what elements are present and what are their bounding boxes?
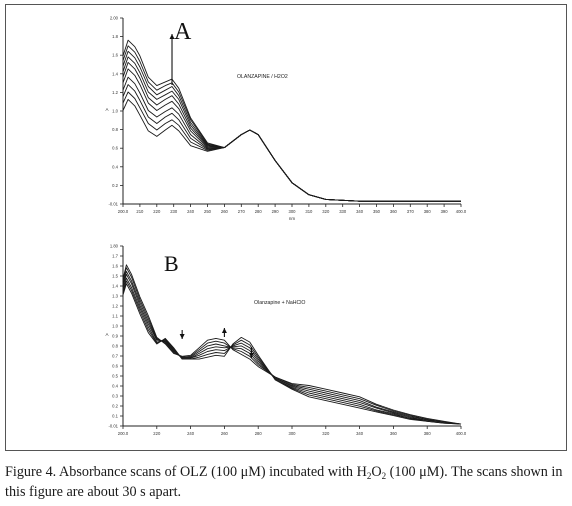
- x-tick-label: 350: [373, 209, 381, 214]
- caption-sub-2: 2: [381, 471, 387, 481]
- x-tick-label: 320: [322, 431, 330, 436]
- annotation-label: Olanzapine + NaHClO: [254, 300, 305, 306]
- x-tick-label: 200.0: [118, 209, 129, 214]
- y-tick-label: 0.2: [112, 404, 118, 409]
- panel-label: A: [174, 19, 192, 45]
- series-line-9: [122, 45, 461, 202]
- arrow-head-down: [248, 353, 254, 358]
- series-line-2: [122, 91, 461, 202]
- series-line-3: [122, 277, 462, 425]
- y-tick-label: 1.6: [112, 264, 118, 269]
- y-axis-label: A: [105, 332, 108, 337]
- y-tick-label: 1.8: [112, 34, 118, 39]
- x-tick-label: 390: [441, 209, 449, 214]
- series-line-5: [122, 270, 462, 425]
- x-tick-label: 230: [170, 209, 178, 214]
- y-tick-label: 0.9: [112, 334, 118, 339]
- x-tick-label: 340: [356, 431, 364, 436]
- series-line-6: [122, 267, 462, 425]
- x-tick-label: 360: [390, 209, 398, 214]
- caption-mid: O: [371, 464, 382, 480]
- chart-a: -0.01 0.2 0.4 0.6 0.8 1.0 1.2 1.4 1.6 1.8 2.00 200.…: [105, 16, 467, 222]
- x-tick-label: 250: [204, 209, 212, 214]
- annotation-label: OLANZAPINE / H2O2: [237, 74, 288, 80]
- y-tick-label: 0.4: [112, 384, 118, 389]
- y-tick-label: 1.1: [112, 314, 118, 319]
- y-tick-label: 1.4: [112, 71, 118, 76]
- y-tick-label: 0.6: [112, 364, 118, 369]
- x-tick-label: 400.0: [456, 431, 467, 436]
- x-tick-label: 400.0: [456, 209, 467, 214]
- y-tick-label: 1.5: [112, 274, 118, 279]
- y-tick-label: 0.7: [112, 354, 118, 359]
- x-axis-label: nm: [289, 216, 296, 221]
- caption-sub-1: 2: [366, 471, 372, 481]
- series-line-4: [122, 273, 462, 425]
- x-tick-label: 260: [221, 431, 229, 436]
- x-tick-label: 370: [407, 209, 415, 214]
- series-line-7: [122, 264, 462, 425]
- arrow-head-up: [169, 34, 175, 39]
- x-tick-label: 360: [390, 431, 398, 436]
- y-tick-label: 1.2: [112, 304, 118, 309]
- panel-label: B: [164, 251, 179, 276]
- x-tick-label: 270: [238, 209, 246, 214]
- y-tick-label: 0.5: [112, 374, 118, 379]
- chart-b: -0.01 0.1 0.2 0.3 0.4 0.5 0.6 0.7 0.8 0.9 1.0 1.1 1.…: [105, 244, 467, 437]
- y-tick-label: 1.80: [110, 244, 119, 249]
- y-tick-label: -0.01: [108, 424, 118, 429]
- y-tick-label: 0.1: [112, 414, 118, 419]
- x-tick-label: 320: [322, 209, 330, 214]
- x-tick-label: 340: [356, 209, 364, 214]
- series-line-6: [122, 61, 461, 202]
- caption-suffix: (100 μM). The scans shown in this figure…: [5, 464, 563, 500]
- y-axis-label: A: [105, 107, 108, 112]
- y-tick-label: 0.8: [112, 127, 118, 132]
- y-tick-label: 1.6: [112, 53, 118, 58]
- series-line-1: [122, 283, 462, 425]
- y-tick-label: 1.2: [112, 90, 118, 95]
- series-line-7: [122, 56, 461, 202]
- y-tick-label: 1.7: [112, 254, 118, 259]
- arrow-head-down: [179, 334, 185, 339]
- y-tick-label: 0.4: [112, 164, 118, 169]
- series-line-3: [122, 84, 461, 202]
- y-tick-label: 1.0: [112, 324, 118, 329]
- x-tick-label: 280: [255, 209, 263, 214]
- x-tick-label: 310: [305, 209, 313, 214]
- figure-caption: Figure 4. Absorbance scans of OLZ (100 μ…: [5, 462, 571, 502]
- y-tick-label: 0.8: [112, 344, 118, 349]
- y-tick-label: 1.0: [112, 109, 118, 114]
- x-tick-label: 240: [187, 431, 195, 436]
- x-tick-label: 380: [424, 209, 432, 214]
- x-tick-label: 380: [424, 431, 432, 436]
- x-tick-label: 260: [221, 209, 229, 214]
- y-tick-label: 0.3: [112, 394, 118, 399]
- y-tick-label: 0.2: [112, 183, 118, 188]
- y-tick-label: 1.3: [112, 294, 118, 299]
- x-tick-label: 210: [136, 209, 144, 214]
- x-tick-label: 300: [289, 209, 297, 214]
- y-tick-label: 1.4: [112, 284, 118, 289]
- x-tick-label: 220: [153, 431, 161, 436]
- y-tick-label: 0.6: [112, 146, 118, 151]
- y-tick-label: 2.00: [110, 16, 119, 21]
- x-tick-label: 200.0: [118, 431, 129, 436]
- x-tick-label: 300: [289, 431, 297, 436]
- x-tick-label: 220: [153, 209, 161, 214]
- series-line-2: [122, 280, 462, 425]
- y-tick-label: -0.01: [108, 202, 118, 207]
- x-tick-label: 240: [187, 209, 195, 214]
- caption-prefix: Figure 4. Absorbance scans of OLZ (100 μ…: [5, 464, 367, 480]
- x-tick-label: 330: [339, 209, 347, 214]
- arrow-head-up: [221, 328, 227, 333]
- x-tick-label: 280: [255, 431, 263, 436]
- figure-frame: -0.01 0.2 0.4 0.6 0.8 1.0 1.2 1.4 1.6 1.8 2.00 200.…: [5, 4, 567, 451]
- series-line-10: [122, 39, 461, 202]
- x-tick-label: 290: [272, 209, 280, 214]
